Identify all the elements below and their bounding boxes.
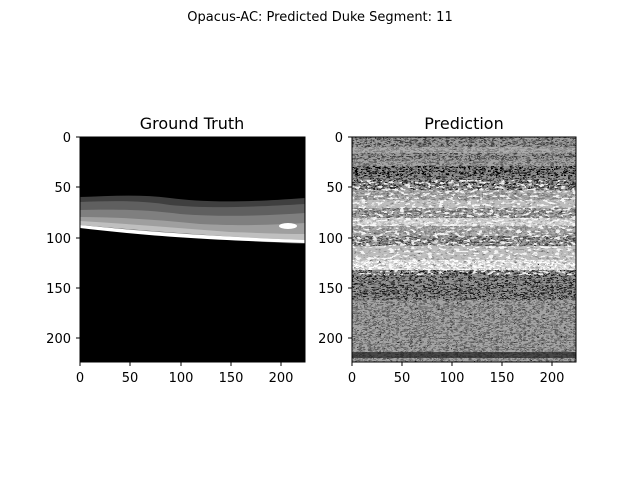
- prediction-xtick: 50: [394, 371, 411, 386]
- figure-suptitle: Opacus-AC: Predicted Duke Segment: 11: [187, 10, 452, 25]
- ground-truth-xtick: 50: [122, 371, 139, 386]
- ground-truth-image: [80, 137, 305, 362]
- prediction-panel: Prediction: [318, 114, 576, 386]
- prediction-ytick: 150: [318, 282, 343, 297]
- ground-truth-x-axis: [80, 362, 281, 366]
- ground-truth-ytick: 100: [46, 232, 71, 247]
- prediction-title: Prediction: [424, 114, 503, 133]
- ground-truth-xtick: 150: [219, 371, 244, 386]
- ground-truth-xtick: 0: [76, 371, 84, 386]
- prediction-y-axis: [348, 137, 352, 338]
- ground-truth-panel: Ground Truth 0 50 100 150: [46, 114, 305, 386]
- prediction-xtick: 150: [490, 371, 515, 386]
- prediction-xtick: 200: [540, 371, 565, 386]
- ground-truth-xtick: 200: [269, 371, 294, 386]
- prediction-image: [352, 137, 576, 362]
- prediction-ytick: 100: [318, 232, 343, 247]
- ground-truth-ytick: 0: [63, 131, 71, 146]
- ground-truth-ytick: 150: [46, 282, 71, 297]
- ground-truth-title: Ground Truth: [140, 114, 245, 133]
- ground-truth-xtick: 100: [169, 371, 194, 386]
- prediction-xtick: 0: [348, 371, 356, 386]
- prediction-x-axis: [352, 362, 552, 366]
- ground-truth-ytick: 200: [46, 332, 71, 347]
- ground-truth-ytick: 50: [54, 181, 71, 196]
- prediction-xtick: 100: [440, 371, 465, 386]
- prediction-ytick: 200: [318, 332, 343, 347]
- prediction-ytick: 0: [335, 131, 343, 146]
- prediction-ytick: 50: [326, 181, 343, 196]
- ground-truth-y-axis: [76, 137, 80, 338]
